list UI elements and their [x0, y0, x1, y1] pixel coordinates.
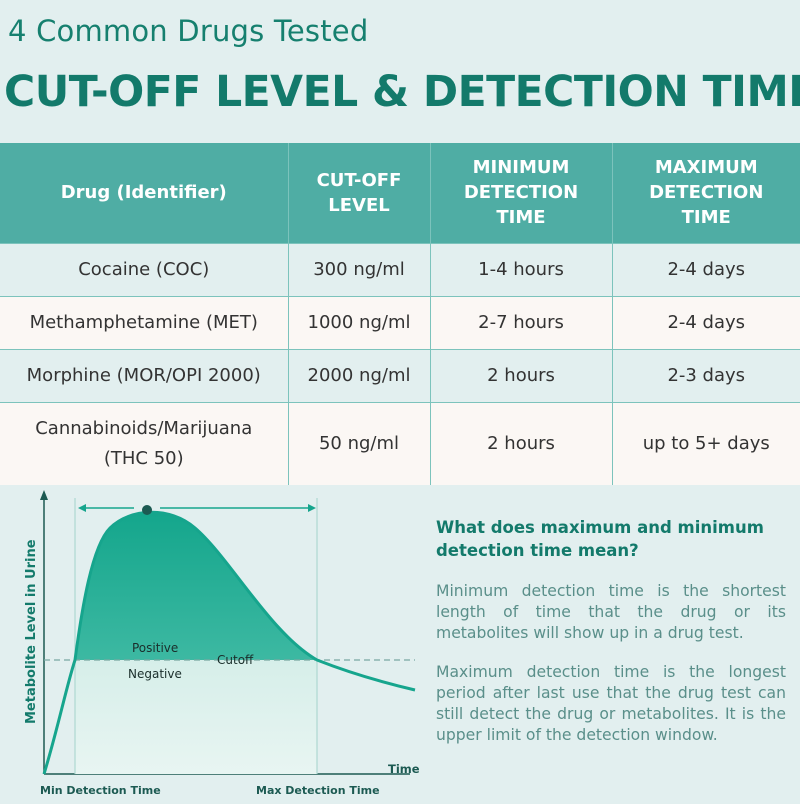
cell-min-time: 2 hours — [430, 348, 613, 402]
cell-max-time: up to 5+ days — [612, 401, 800, 485]
col-header-min: MINIMUM DETECTION TIME — [430, 143, 613, 243]
col-header-drug-text: Drug (Identifier) — [60, 182, 227, 204]
cell-min-time: 2 hours — [430, 401, 613, 485]
negative-area — [75, 660, 317, 774]
col-header-min-line2: DETECTION — [463, 182, 579, 204]
col-header-drug: Drug (Identifier) — [0, 143, 289, 243]
col-header-min-line1: MINIMUM — [472, 157, 570, 179]
metabolite-curve — [42, 510, 416, 775]
col-header-max-line2: DETECTION — [649, 182, 764, 204]
table-row: Morphine (MOR/OPI 2000) 2000 ng/ml 2 hou… — [0, 348, 800, 402]
table-header-row: Drug (Identifier) CUT-OFF LEVEL MINIMUM … — [0, 143, 800, 243]
drug-name: Cocaine (COC) — [78, 258, 210, 280]
col-header-max-line3: TIME — [681, 207, 731, 229]
cell-max-time: 2-3 days — [612, 348, 800, 402]
cell-cutoff: 2000 ng/ml — [288, 348, 431, 402]
cell-cutoff: 1000 ng/ml — [288, 295, 431, 349]
drug-name-line2: (THC 50) — [103, 447, 184, 469]
cell-max-time: 2-4 days — [612, 242, 800, 296]
explanation-question: What does maximum and minimum detection … — [436, 518, 764, 560]
cell-drug: Methamphetamine (MET) — [0, 295, 289, 349]
col-header-max-line1: MAXIMUM — [654, 157, 758, 179]
table-row: Methamphetamine (MET) 1000 ng/ml 2-7 hou… — [0, 295, 800, 349]
peak-point — [142, 505, 152, 515]
cell-min-time: 1-4 hours — [430, 242, 613, 296]
subtitle: 4 Common Drugs Tested — [8, 14, 369, 48]
max-detection-label: Max Detection Time — [256, 784, 380, 797]
col-header-cutoff-line1: CUT-OFF — [316, 169, 402, 191]
negative-label: Negative — [128, 667, 182, 681]
min-definition: Minimum detection time is the shortest l… — [436, 582, 786, 642]
col-header-max: MAXIMUM DETECTION TIME — [612, 143, 800, 243]
col-header-cutoff-line2: LEVEL — [328, 194, 390, 216]
table-row: Cannabinoids/Marijuana (THC 50) 50 ng/ml… — [0, 401, 800, 485]
cell-drug: Morphine (MOR/OPI 2000) — [0, 348, 289, 402]
drug-name-line1: Cannabinoids/Marijuana — [35, 417, 253, 439]
positive-label: Positive — [132, 641, 178, 655]
cell-max-time: 2-4 days — [612, 295, 800, 349]
y-axis-label: Metabolite Level in Urine — [24, 539, 39, 724]
cell-cutoff: 300 ng/ml — [288, 242, 431, 296]
positive-area — [75, 512, 317, 660]
window-arrowhead-right — [308, 504, 316, 512]
cell-drug: Cocaine (COC) — [0, 242, 289, 296]
y-axis-arrow — [40, 490, 48, 500]
explanation-panel: What does maximum and minimum detection … — [428, 488, 800, 800]
cell-drug: Cannabinoids/Marijuana (THC 50) — [0, 401, 289, 485]
detection-diagram: Positive Negative Cutoff Time Min Detect… — [0, 488, 428, 800]
window-arrowhead-left — [78, 504, 86, 512]
drug-name: Morphine (MOR/OPI 2000) — [26, 364, 261, 386]
col-header-cutoff: CUT-OFF LEVEL — [288, 143, 431, 243]
cell-min-time: 2-7 hours — [430, 295, 613, 349]
table-row: Cocaine (COC) 300 ng/ml 1-4 hours 2-4 da… — [0, 242, 800, 296]
drug-table: Drug (Identifier) CUT-OFF LEVEL MINIMUM … — [0, 143, 800, 485]
col-header-min-line3: TIME — [496, 207, 546, 229]
max-definition: Maximum detection time is the longest pe… — [436, 663, 786, 744]
detection-curve-diagram: Positive Negative Cutoff Time Min Detect… — [24, 490, 420, 797]
x-axis-label: Time — [388, 762, 420, 776]
drug-name: Methamphetamine (MET) — [29, 311, 258, 333]
cell-cutoff: 50 ng/ml — [288, 401, 431, 485]
page-title: CUT-OFF LEVEL & DETECTION TIME — [4, 68, 800, 117]
cutoff-label: Cutoff — [217, 653, 254, 667]
min-detection-label: Min Detection Time — [40, 784, 161, 797]
